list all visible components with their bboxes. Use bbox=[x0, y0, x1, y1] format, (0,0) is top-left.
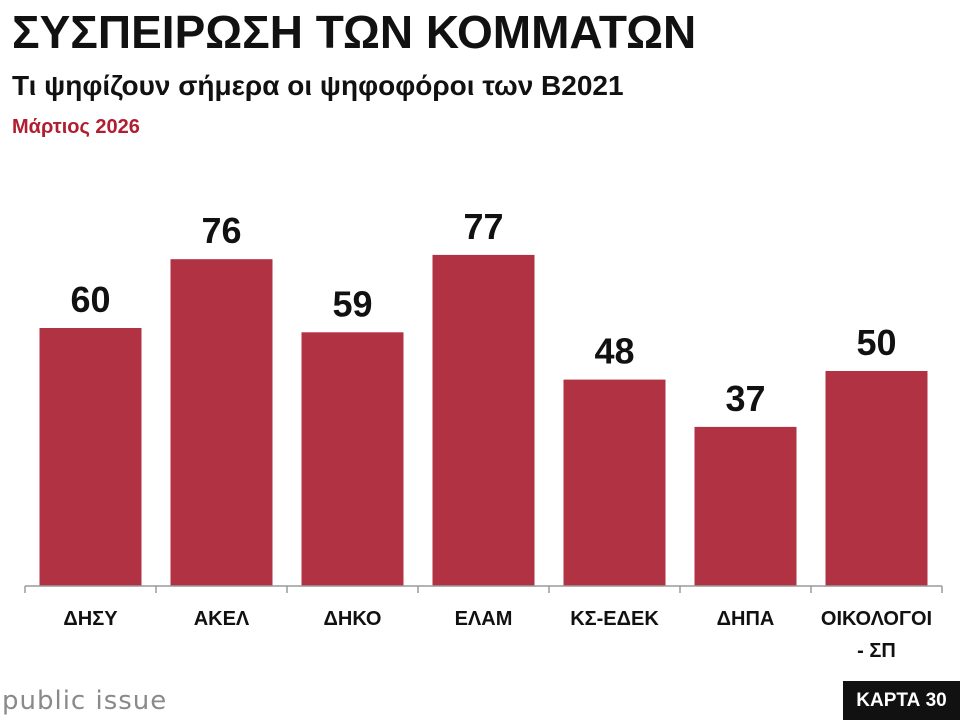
category-label: ΔΗΚΟ bbox=[324, 608, 382, 630]
data-label: 59 bbox=[332, 283, 372, 324]
category-label: ΔΗΠΑ bbox=[717, 608, 775, 630]
category-label: ΔΗΣΥ bbox=[63, 608, 118, 630]
bar bbox=[432, 254, 535, 586]
x-axis bbox=[24, 585, 943, 593]
category-label: ΑΚΕΛ bbox=[194, 608, 250, 630]
data-label: 37 bbox=[725, 378, 765, 419]
chart-title: ΣΥΣΠΕΙΡΩΣΗ ΤΩΝ ΚΟΜΜΑΤΩΝ bbox=[12, 6, 697, 58]
data-label: 50 bbox=[856, 322, 896, 363]
bars-group bbox=[39, 254, 928, 586]
bar bbox=[694, 426, 797, 586]
category-label: ΚΣ-ΕΔΕΚ bbox=[570, 608, 659, 630]
data-label: 48 bbox=[594, 331, 634, 372]
bar bbox=[170, 259, 273, 586]
chart-date: Μάρτιος 2026 bbox=[12, 116, 140, 138]
category-label: ΕΛΑΜ bbox=[455, 608, 513, 630]
brand-logo-text: public issue bbox=[2, 686, 168, 716]
chart-subtitle: Τι ψηφίζουν σήμερα οι ψηφοφόροι των Β202… bbox=[12, 70, 624, 101]
value-labels-group: 60 76 59 77 48 37 50 bbox=[70, 206, 896, 419]
bar bbox=[825, 371, 928, 586]
data-label: 60 bbox=[70, 279, 110, 320]
data-label: 77 bbox=[463, 206, 503, 247]
category-labels-group: ΔΗΣΥ ΑΚΕΛ ΔΗΚΟ ΕΛΑΜ ΚΣ-ΕΔΕΚ ΔΗΠΑ ΟΙΚΟΛΟΓΟΙ - ΣΠ bbox=[63, 608, 932, 662]
category-label: ΟΙΚΟΛΟΓΟΙ bbox=[821, 608, 932, 630]
card-number-badge: ΚΑΡΤΑ 30 bbox=[843, 681, 960, 720]
category-label: - ΣΠ bbox=[857, 640, 896, 662]
bar bbox=[301, 332, 404, 586]
bar bbox=[563, 379, 666, 586]
data-label: 76 bbox=[201, 210, 241, 251]
bar bbox=[39, 328, 142, 586]
